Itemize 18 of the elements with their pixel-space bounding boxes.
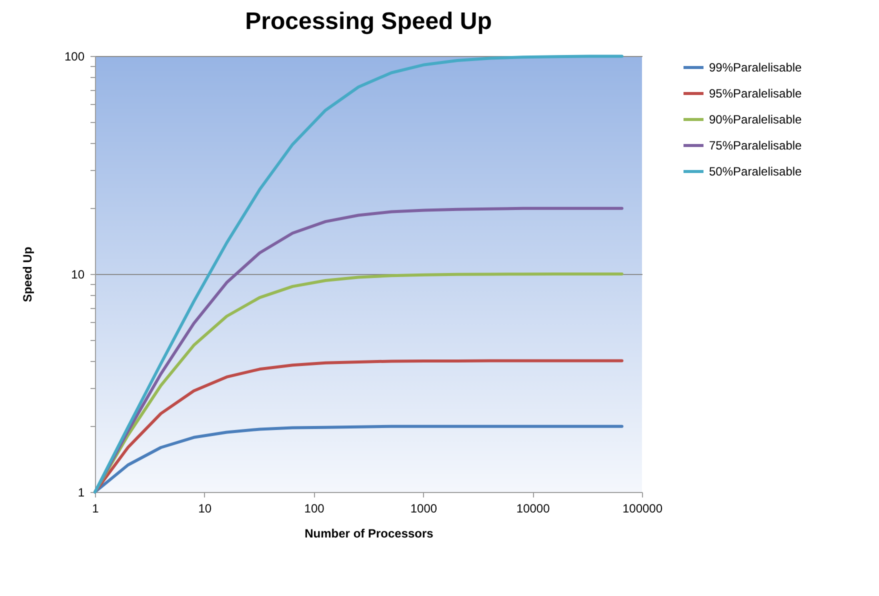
x-tick-label: 1 (92, 502, 100, 516)
legend-label: 99%Paralelisable (709, 60, 802, 74)
x-tick-label: 100000 (622, 502, 663, 516)
y-tick-label: 100 (64, 50, 85, 64)
line-series (94, 424, 624, 494)
legend-label: 90%Paralelisable (709, 112, 802, 126)
chart-title: Processing Speed Up (245, 8, 492, 35)
x-axis-title: Number of Processors (304, 526, 434, 540)
x-tick-label: 10 (198, 502, 212, 516)
x-tick-label: 10000 (516, 502, 550, 516)
legend-label: 95%Paralelisable (709, 86, 802, 100)
y-tick-label: 1 (78, 486, 85, 500)
legend-label: 75%Paralelisable (709, 138, 802, 152)
legend-label: 50%Paralelisable (709, 164, 802, 178)
x-tick-label: 1000 (410, 502, 438, 516)
x-tick-label: 100 (304, 502, 325, 516)
y-axis-title: Speed Up (20, 246, 34, 302)
y-tick-label: 10 (71, 268, 85, 282)
